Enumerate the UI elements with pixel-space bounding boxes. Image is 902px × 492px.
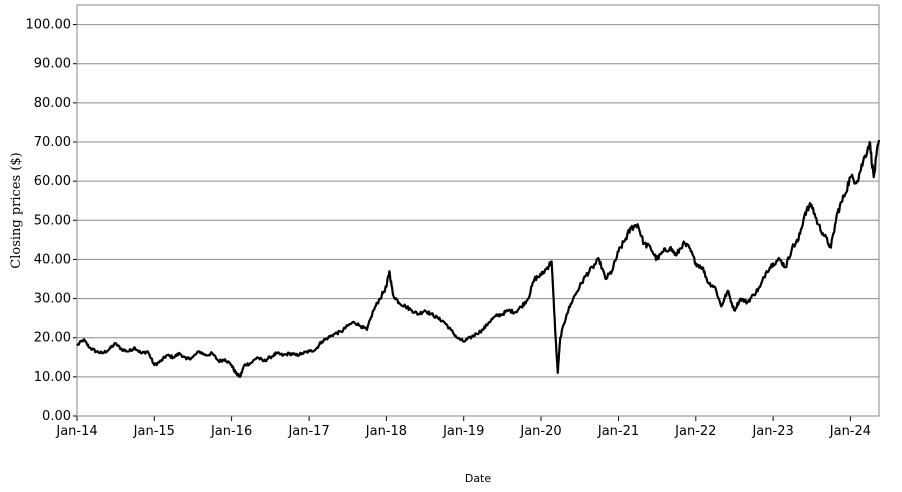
y-tick-label: 90.00	[34, 57, 71, 72]
x-tick-label: Jan-22	[674, 424, 716, 439]
y-tick-label: 10.00	[34, 370, 71, 385]
x-tick-label: Jan-15	[133, 424, 175, 439]
plot-frame	[76, 4, 880, 417]
y-tick-label: 20.00	[34, 331, 71, 346]
y-tick-label: 80.00	[34, 96, 71, 111]
y-tick-label: 30.00	[34, 292, 71, 307]
x-axis-ticks: Jan-14 Jan-15 Jan-16 Jan-17 Jan-18 Jan-19 Jan-…	[55, 416, 871, 439]
x-tick-label: Jan-18	[365, 424, 407, 439]
y-tick-label: 100.00	[26, 18, 72, 33]
x-tick-label: Jan-16	[210, 424, 252, 439]
y-axis-title: Closing prices ($)	[9, 152, 24, 268]
y-tick-label: 60.00	[34, 174, 71, 189]
x-tick-label: Jan-17	[287, 424, 329, 439]
x-tick-label: Jan-21	[597, 424, 639, 439]
grid-lines	[77, 24, 879, 417]
y-tick-label: 70.00	[34, 135, 71, 150]
x-tick-label: Jan-23	[751, 424, 793, 439]
series-line	[76, 139, 881, 378]
x-axis-title: Date	[465, 472, 492, 485]
x-tick-label: Jan-20	[519, 424, 561, 439]
x-tick-label: Jan-19	[442, 424, 484, 439]
x-tick-label: Jan-24	[829, 424, 871, 439]
y-axis-ticks: 0.00 10.00 20.00 30.00 40.00 50.00 60.00 70.00 8…	[26, 18, 77, 424]
x-tick-label: Jan-14	[55, 424, 97, 439]
y-tick-label: 50.00	[34, 213, 71, 228]
y-tick-label: 0.00	[42, 409, 71, 424]
y-tick-label: 40.00	[34, 252, 71, 267]
